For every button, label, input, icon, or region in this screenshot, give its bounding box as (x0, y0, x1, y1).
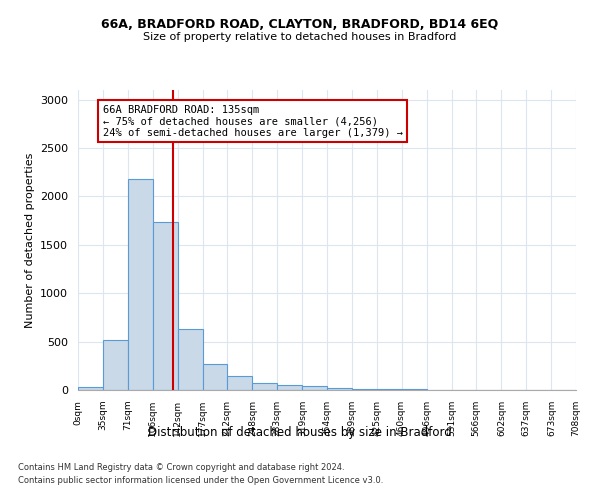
Bar (103, 340, 128, 390)
Text: Contains public sector information licensed under the Open Government Licence v3: Contains public sector information licen… (18, 476, 383, 485)
Bar (327, 388, 352, 390)
Bar (178, 329, 203, 390)
Bar (352, 388, 377, 390)
Bar (227, 376, 253, 390)
Bar (203, 364, 227, 390)
Text: Distribution of detached houses by size in Bradford: Distribution of detached houses by size … (148, 426, 452, 439)
Bar (253, 383, 277, 390)
Bar (78, 387, 103, 390)
Bar (152, 222, 178, 390)
Text: 66A BRADFORD ROAD: 135sqm
← 75% of detached houses are smaller (4,256)
24% of se: 66A BRADFORD ROAD: 135sqm ← 75% of detac… (103, 104, 403, 138)
Text: 66A, BRADFORD ROAD, CLAYTON, BRADFORD, BD14 6EQ: 66A, BRADFORD ROAD, CLAYTON, BRADFORD, B… (101, 18, 499, 30)
Bar (302, 386, 327, 390)
Text: Contains HM Land Registry data © Crown copyright and database right 2024.: Contains HM Land Registry data © Crown c… (18, 464, 344, 472)
Bar (377, 389, 401, 390)
Bar (401, 389, 427, 390)
Bar (277, 384, 302, 390)
Text: Size of property relative to detached houses in Bradford: Size of property relative to detached ho… (143, 32, 457, 42)
Y-axis label: Number of detached properties: Number of detached properties (25, 152, 35, 328)
Bar (128, 178, 152, 390)
